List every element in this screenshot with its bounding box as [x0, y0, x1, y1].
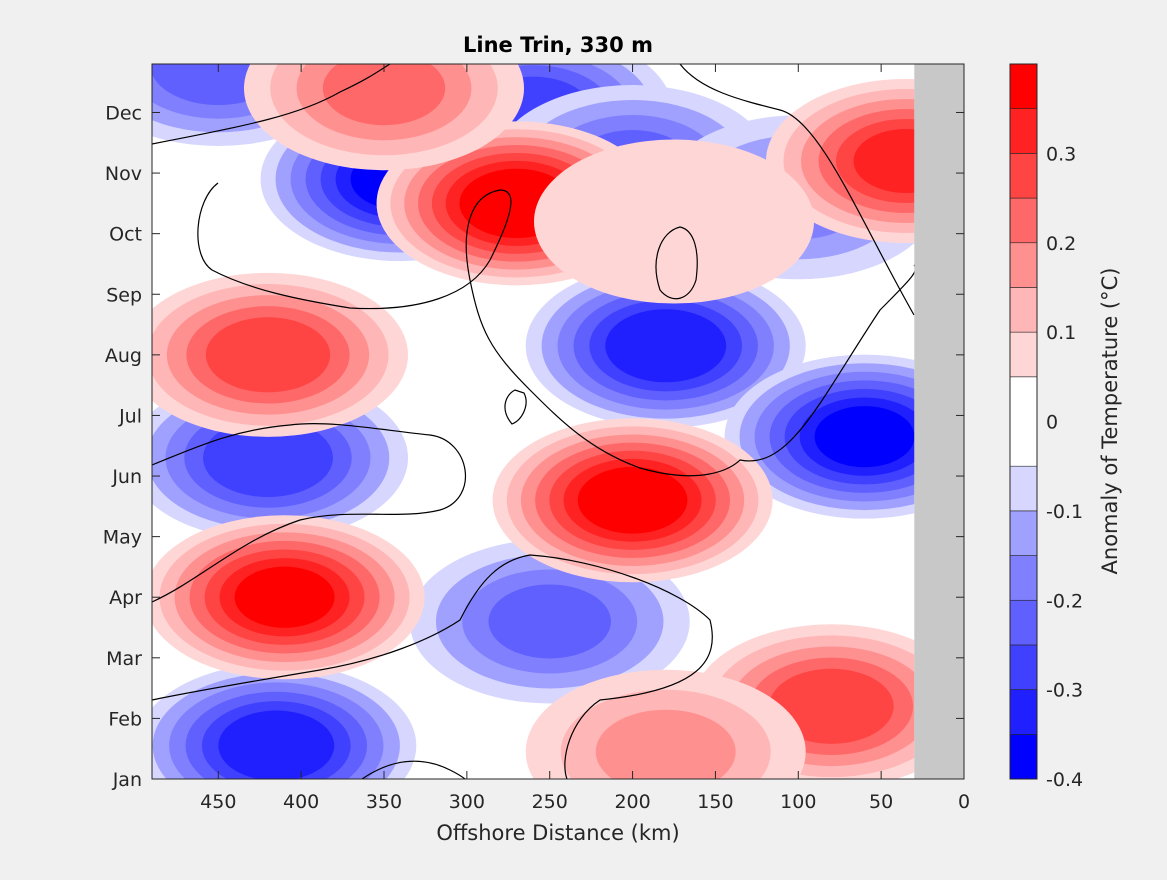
colorbar-tick-label: 0.3: [1046, 143, 1076, 165]
colorbar-tick-label: -0.3: [1046, 680, 1083, 702]
y-tick-label: Feb: [108, 708, 142, 730]
zero-contour-line: [679, 63, 915, 316]
colorbar-tick-label: -0.2: [1046, 590, 1083, 612]
anomaly-band: [814, 406, 915, 468]
colorbar-bands: [1009, 63, 1038, 780]
colorbar-band: [1009, 734, 1038, 780]
x-tick-label: 300: [449, 791, 485, 813]
y-tick-label: Oct: [109, 224, 142, 246]
zero-contours: [151, 63, 917, 780]
no-data-region: [914, 64, 964, 779]
plot-frame: [151, 63, 965, 780]
colorbar-band: [1009, 376, 1038, 467]
anomaly-band: [322, 64, 446, 126]
y-tick-label: Aug: [105, 345, 142, 367]
zero-contour-line: [361, 760, 466, 780]
colorbar-band: [1009, 108, 1038, 154]
colorbar-tick-label: 0.1: [1046, 322, 1076, 344]
zero-contour-line: [151, 63, 391, 145]
colorbar-tick-label: 0.2: [1046, 233, 1076, 255]
zero-contour-line: [151, 423, 467, 603]
temperature-field: [152, 64, 915, 779]
colorbar-band: [1009, 510, 1038, 556]
x-tick-label: 350: [366, 791, 402, 813]
y-tick-label: Apr: [109, 587, 142, 609]
y-tick-label: Sep: [106, 284, 142, 306]
colorbar: -0.4 -0.3 -0.2 -0.1 0 0.1 0.2 0.3 Anomaly of Te…: [1009, 63, 1122, 791]
anomaly-band: [595, 709, 736, 779]
colorbar-band: [1009, 242, 1038, 288]
y-axis: Jan Feb Mar Apr May Jun Jul Aug Sep Oct Nov Dec: [103, 102, 964, 791]
anomaly-band: [205, 317, 331, 393]
zero-contour-line: [151, 554, 713, 780]
anomaly-band: [488, 584, 611, 659]
y-tick-label: Jul: [118, 405, 142, 427]
x-tick-label: 400: [283, 791, 319, 813]
anomaly-band: [577, 466, 688, 534]
colorbar-tick-label: -0.1: [1046, 501, 1083, 523]
colorbar-tick-label: -0.4: [1046, 769, 1083, 791]
colorbar-band: [1009, 644, 1038, 690]
plot-area: [151, 63, 965, 780]
x-tick-label: 100: [780, 791, 816, 813]
y-tick-label: Mar: [106, 648, 142, 670]
colorbar-band: [1009, 287, 1038, 333]
colorbar-band: [1009, 689, 1038, 735]
colorbar-title: Anomaly of Temperature (°C): [1098, 268, 1122, 575]
x-axis: 450 400 350 300 250 200 150 100 50 0: [200, 64, 970, 813]
y-tick-label: Dec: [105, 102, 142, 124]
anomaly-band: [234, 566, 335, 628]
anomaly-band: [605, 309, 727, 383]
chart-title: Line Trin, 330 m: [463, 33, 653, 57]
anomaly-band: [534, 139, 814, 304]
anomaly-band: [769, 668, 894, 744]
anomaly-band: [218, 710, 335, 779]
x-tick-label: 250: [532, 791, 568, 813]
colorbar-band: [1009, 331, 1038, 378]
y-tick-label: May: [103, 527, 142, 549]
colorbar-band: [1009, 465, 1038, 512]
anomaly-band: [203, 418, 333, 497]
x-tick-label: 450: [200, 791, 236, 813]
colorbar-band: [1009, 599, 1038, 646]
colorbar-band: [1009, 197, 1038, 244]
colorbar-band: [1009, 63, 1038, 109]
colorbar-tick-label: 0: [1046, 412, 1058, 434]
colorbar-frame: [1009, 63, 1038, 780]
colorbar-band: [1009, 153, 1038, 199]
zero-contour-line: [504, 389, 527, 425]
colorbar-ticks: -0.4 -0.3 -0.2 -0.1 0 0.1 0.2 0.3: [1046, 143, 1083, 791]
colorbar-band: [1009, 555, 1038, 601]
x-tick-label: 150: [697, 791, 733, 813]
y-tick-label: Jan: [112, 769, 142, 791]
zero-contour-line: [655, 226, 698, 300]
y-tick-label: Nov: [105, 163, 142, 185]
x-tick-label: 200: [614, 791, 650, 813]
x-tick-label: 0: [958, 791, 970, 813]
y-tick-label: Jun: [111, 466, 142, 488]
anomaly-band: [853, 128, 915, 193]
x-tick-label: 50: [869, 791, 893, 813]
zero-contour-line: [197, 182, 917, 477]
x-axis-title: Offshore Distance (km): [436, 821, 679, 845]
